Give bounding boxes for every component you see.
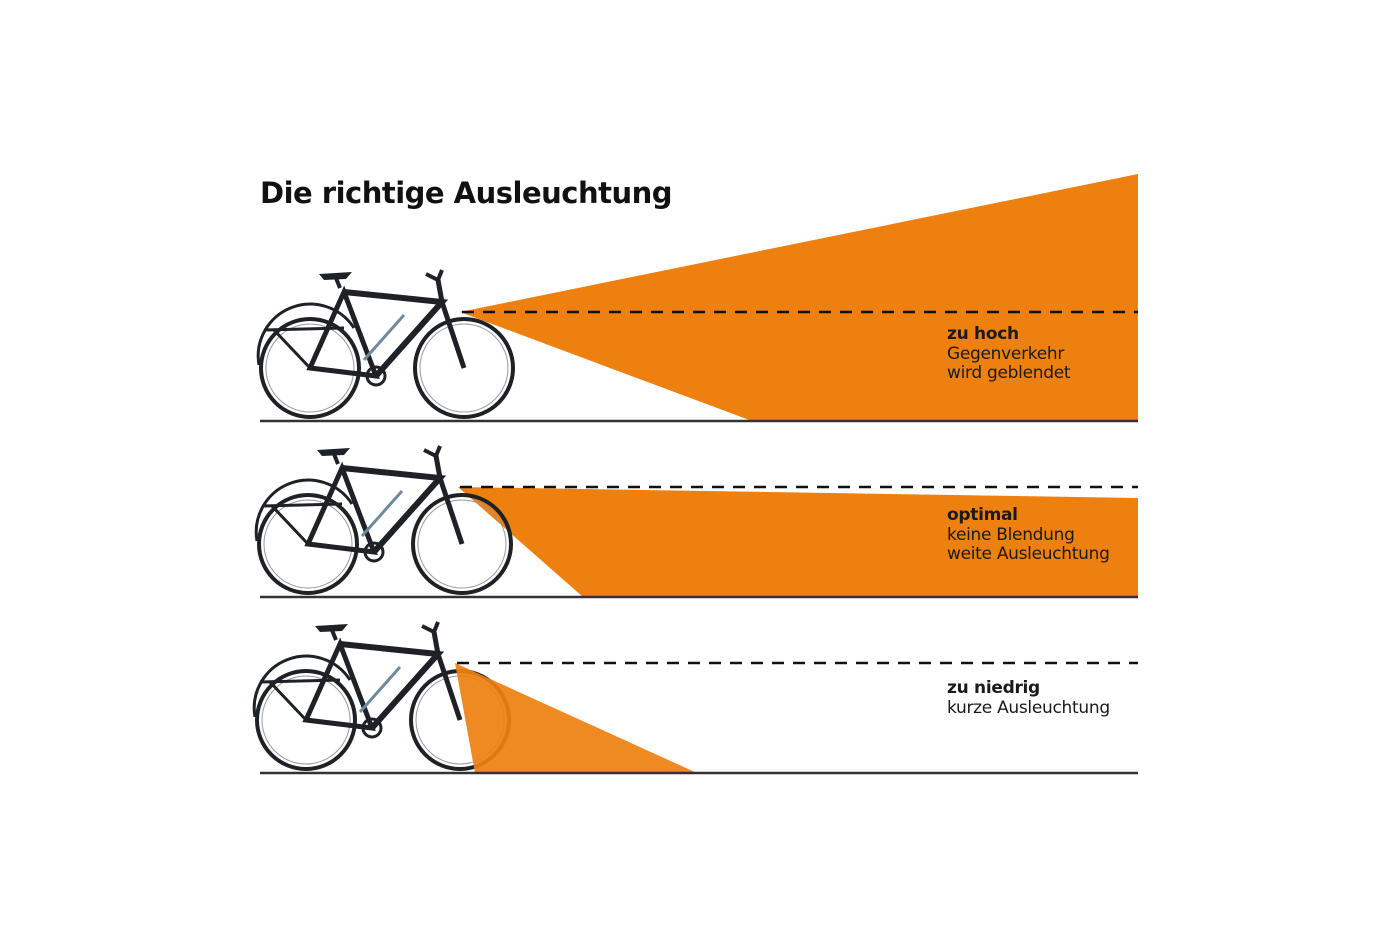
label-too-low: zu niedrig kurze Ausleuchtung — [947, 678, 1110, 718]
panel-too-high — [258, 174, 1138, 423]
light-beam — [455, 663, 697, 773]
panel-optimal — [256, 446, 1138, 599]
bicycle-image — [256, 446, 511, 593]
diagram-title: Die richtige Ausleuchtung — [260, 176, 673, 210]
light-beam — [458, 487, 1138, 597]
label-heading: zu niedrig — [947, 678, 1040, 698]
label-heading: optimal — [947, 505, 1018, 525]
label-line: keine Blendung — [947, 524, 1075, 545]
label-too-high: zu hoch Gegenverkehr wird geblendet — [947, 324, 1071, 384]
label-line: Gegenverkehr — [947, 343, 1065, 364]
label-optimal: optimal keine Blendung weite Ausleuchtun… — [947, 505, 1110, 565]
light-beam — [460, 174, 1138, 421]
bicycle-image — [258, 270, 513, 417]
label-line: wird geblendet — [947, 363, 1071, 383]
label-heading: zu hoch — [947, 324, 1019, 344]
panel-too-low — [254, 622, 1138, 775]
label-line: weite Ausleuchtung — [947, 544, 1110, 564]
label-line: kurze Ausleuchtung — [947, 697, 1110, 718]
